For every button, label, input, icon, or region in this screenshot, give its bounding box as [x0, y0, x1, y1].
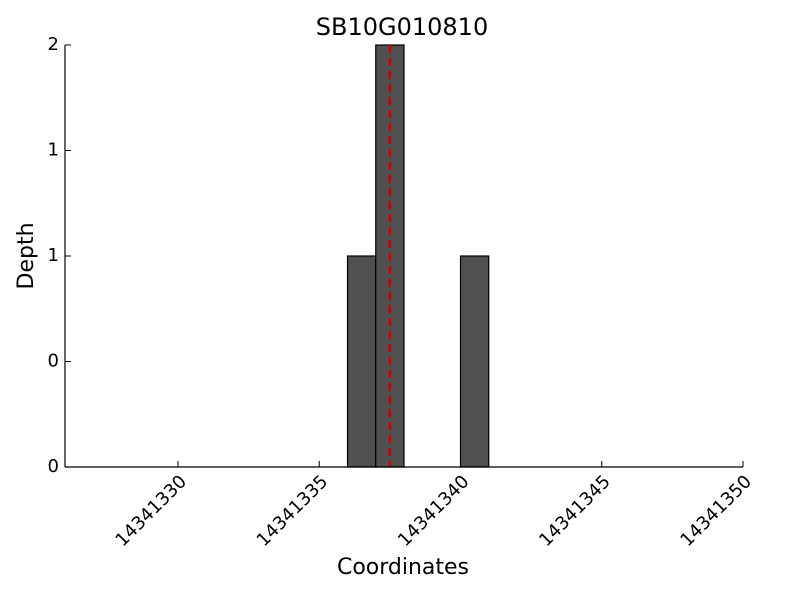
y-tick-label: 0 [48, 456, 59, 477]
x-tick-label: 14341330 [111, 471, 191, 551]
y-tick-label: 0 [48, 351, 59, 372]
y-axis-label: Depth [14, 222, 39, 289]
y-tick-label: 2 [48, 34, 59, 55]
y-tick-label: 1 [48, 140, 59, 161]
chart-title: SB10G010810 [316, 13, 488, 41]
bar [459, 255, 490, 468]
y-tick-label: 1 [48, 245, 59, 266]
bar [346, 255, 377, 468]
x-tick-label: 14341335 [253, 471, 333, 551]
x-tick-label: 14341350 [676, 471, 756, 551]
x-axis-label: Coordinates [337, 555, 469, 580]
x-tick-label: 14341345 [535, 471, 615, 551]
x-tick-label: 14341340 [394, 471, 474, 551]
